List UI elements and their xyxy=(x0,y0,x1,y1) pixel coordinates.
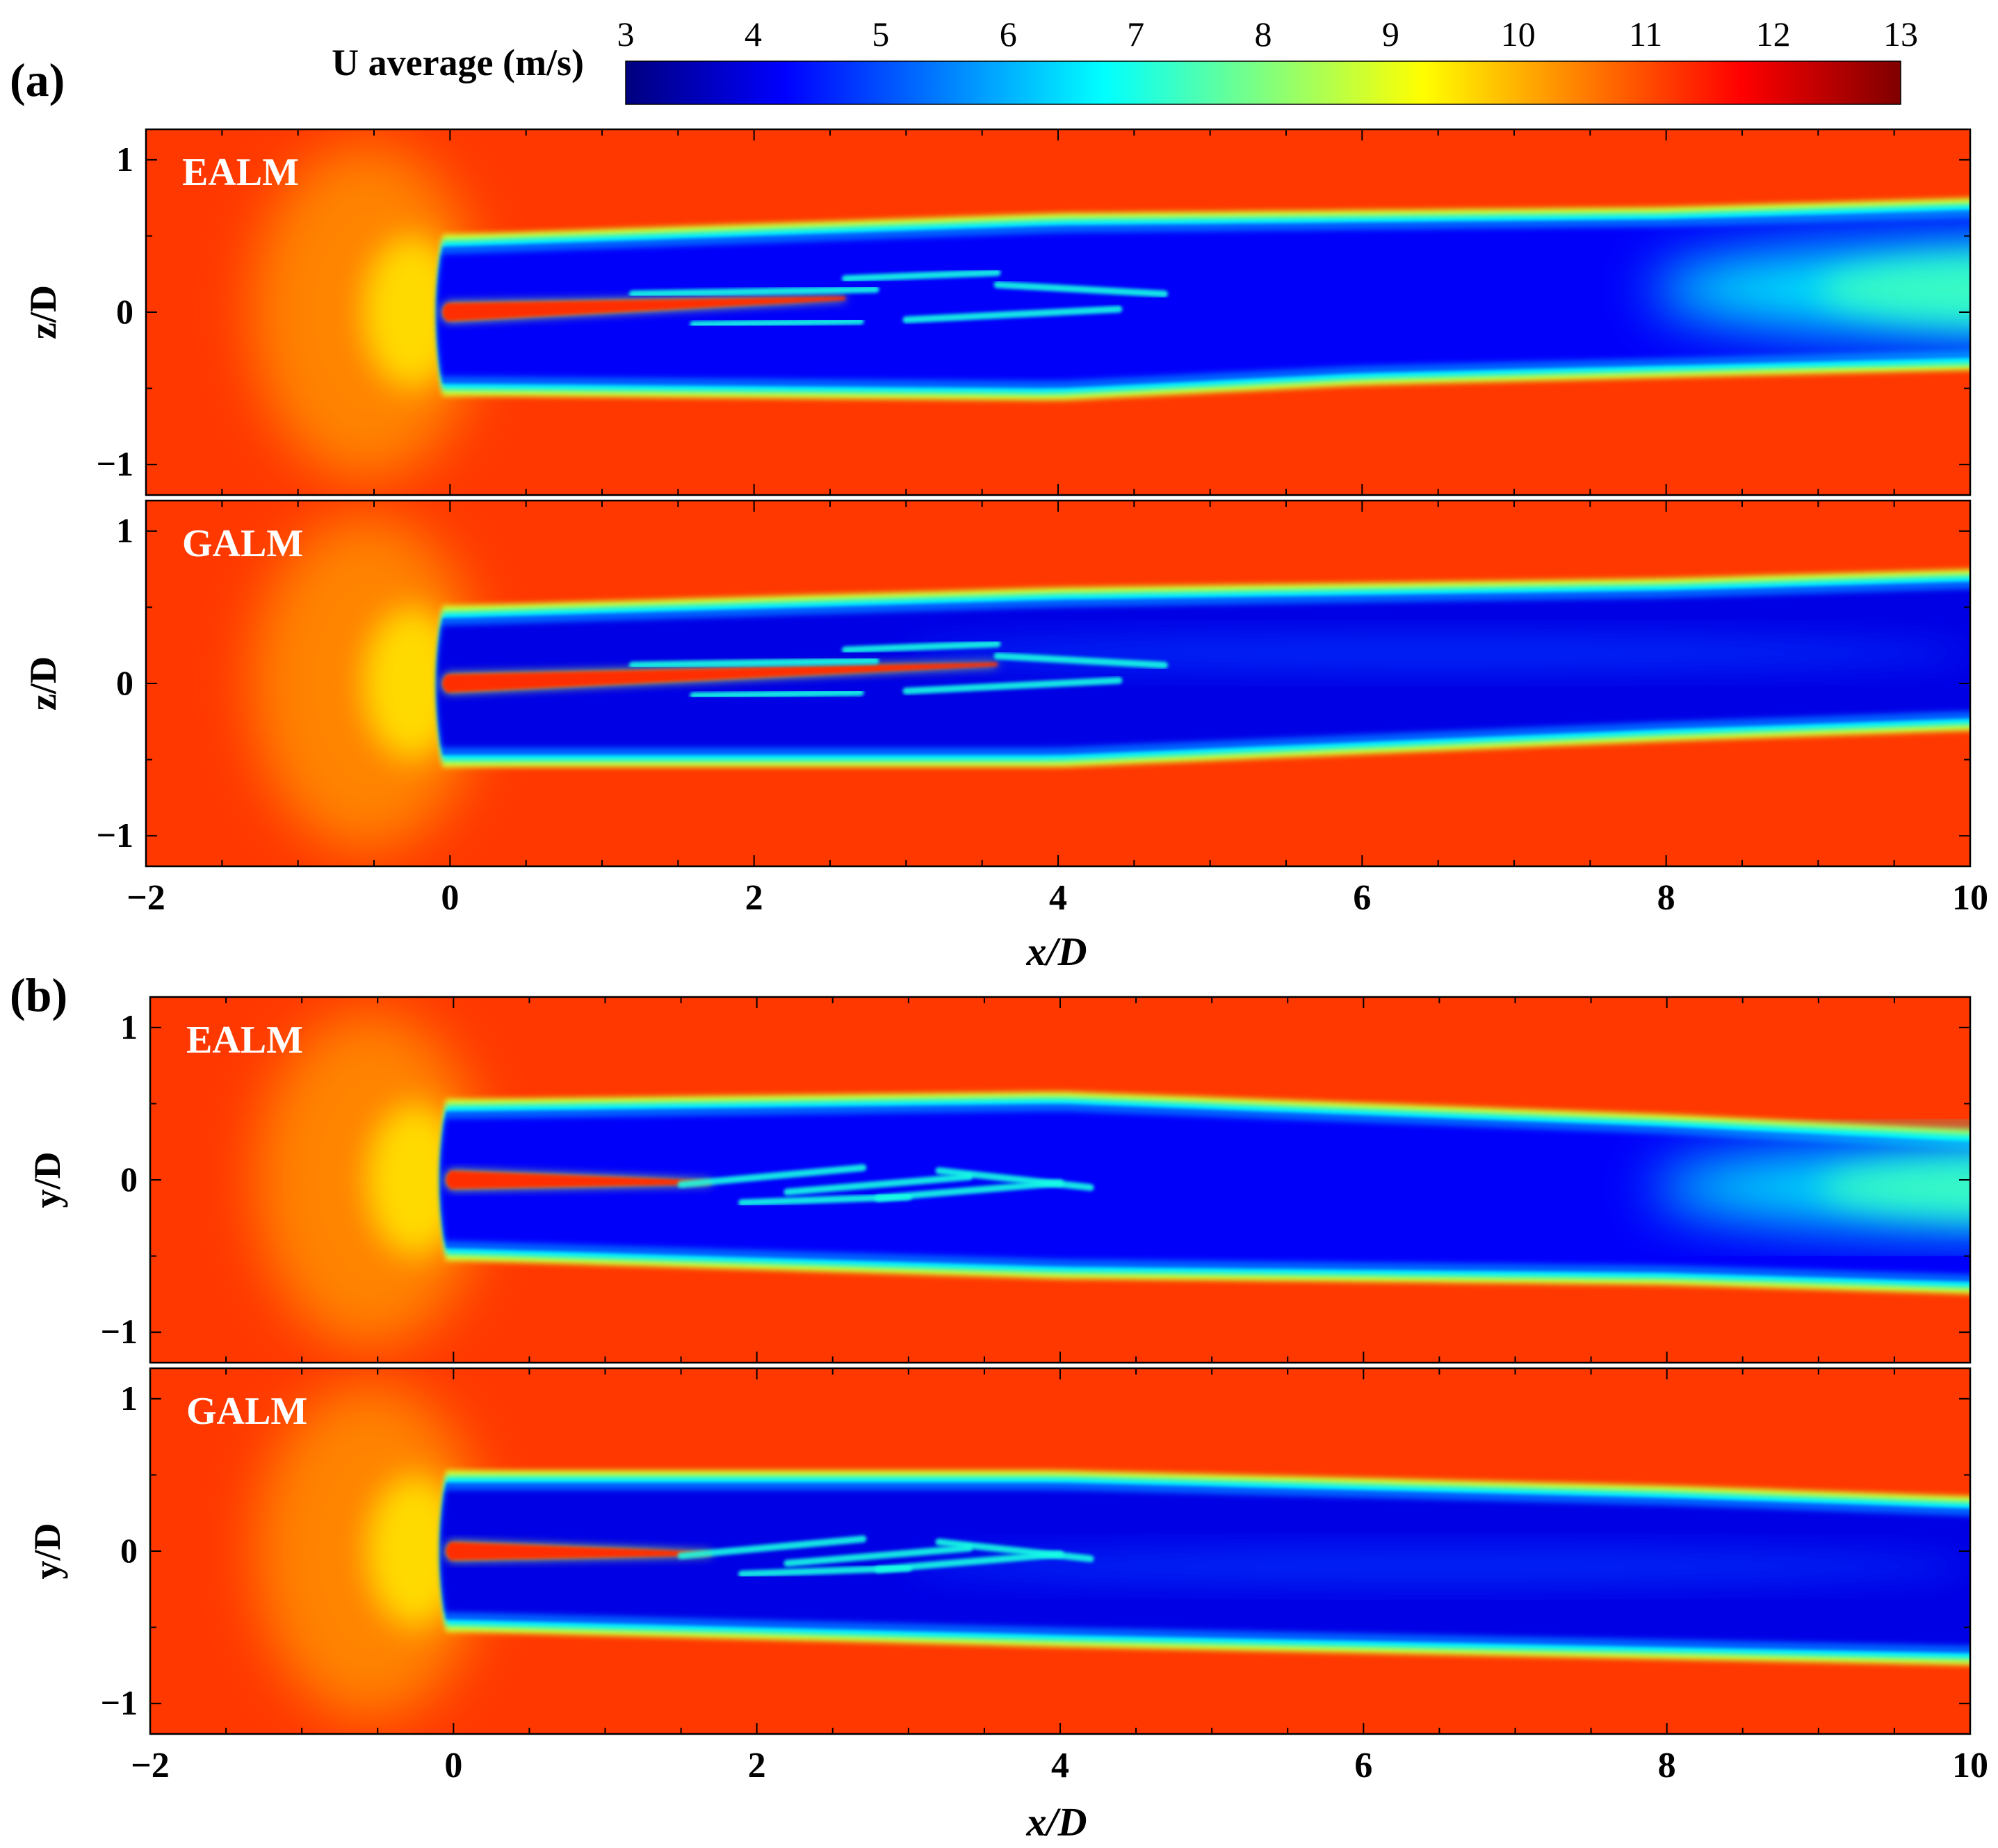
y-tick-label: 0 xyxy=(116,292,133,331)
heatmap-field xyxy=(146,129,1970,495)
wake-recovery-core xyxy=(1818,257,1970,322)
wake-recovery-core xyxy=(1818,1159,1970,1216)
panel-model-label: EALM xyxy=(182,151,299,194)
y-tick-label: −1 xyxy=(101,1312,138,1351)
vortex-filament xyxy=(902,305,1123,323)
vortex-filament xyxy=(690,318,864,328)
vortex-filament xyxy=(841,640,1001,654)
y-axis-label: z/D xyxy=(22,285,64,339)
x-tick-label: 4 xyxy=(1049,878,1067,918)
vortex-filament xyxy=(738,1564,912,1578)
hub-jet xyxy=(442,662,998,693)
x-tick-label: 4 xyxy=(1051,1746,1069,1785)
colorbar-tick-label: 7 xyxy=(1127,15,1144,54)
panel-model-label: GALM xyxy=(186,1390,307,1433)
vortex-filament xyxy=(738,1193,912,1206)
part-b-label: (b) xyxy=(10,968,67,1021)
x-tick-label: −2 xyxy=(127,878,165,918)
rotor-plane-zone xyxy=(362,607,462,760)
vortex-filament xyxy=(628,657,879,669)
wake-core xyxy=(437,218,1970,381)
x-tick-label: 10 xyxy=(1952,878,1988,918)
colorbar-tick-label: 3 xyxy=(617,15,635,54)
y-tick-label: −1 xyxy=(97,816,134,854)
colorbar-tick-label: 5 xyxy=(872,15,889,54)
heatmap-field xyxy=(146,501,1970,866)
vortex-filament xyxy=(783,1173,973,1196)
rotor-plane-zone xyxy=(366,1475,465,1628)
vortex-filament xyxy=(677,1535,867,1559)
y-axis-label: y/D xyxy=(26,1523,68,1580)
hub-jet xyxy=(446,1170,712,1190)
y-tick-label: 1 xyxy=(116,511,133,550)
vortex-filament xyxy=(690,689,864,699)
y-tick-label: 0 xyxy=(120,1160,138,1199)
colorbar-tick-label: 12 xyxy=(1756,15,1791,54)
x-tick-label: 6 xyxy=(1354,1746,1372,1785)
wake-mixing-zone xyxy=(908,1548,1970,1585)
hub-jet xyxy=(446,1541,712,1561)
y-tick-label: 1 xyxy=(120,1379,138,1418)
wake-mixing-zone xyxy=(906,634,1970,672)
y-tick-label: 0 xyxy=(120,1531,138,1570)
colorbar: U average (m/s) 3 4 5 6 7 8 9 10 11 12 13 xyxy=(332,15,1919,105)
hub-jet xyxy=(442,296,845,322)
y-axis-label: y/D xyxy=(26,1152,68,1208)
y-tick-label: 0 xyxy=(116,663,133,702)
x-tick-label: 0 xyxy=(444,1746,462,1785)
vortex-filament xyxy=(783,1544,973,1567)
vortex-filament xyxy=(677,1164,867,1188)
colorbar-tick-label: 13 xyxy=(1883,15,1918,54)
part-a-label: (a) xyxy=(10,54,65,106)
panel-model-label: GALM xyxy=(182,522,303,565)
y-axis-label: z/D xyxy=(22,656,64,711)
x-axis-label-a: x/D xyxy=(1026,929,1087,974)
vortex-filament xyxy=(628,286,879,298)
x-tick-label: 8 xyxy=(1657,878,1675,918)
heatmap-panel-ealm: 1 0 −1 y/D EALM xyxy=(26,996,1972,1364)
x-tick-label: 8 xyxy=(1658,1746,1676,1785)
y-tick-label: −1 xyxy=(101,1683,138,1722)
x-tick-label: 0 xyxy=(441,878,459,918)
heatmap-field xyxy=(150,997,1970,1363)
rotor-plane-zone xyxy=(366,1103,465,1256)
y-tick-label: 1 xyxy=(120,1007,138,1046)
colorbar-gradient xyxy=(625,60,1901,105)
vortex-filament xyxy=(902,676,1123,695)
panel-model-label: EALM xyxy=(186,1019,303,1062)
y-tick-label: −1 xyxy=(97,444,134,483)
vortex-filament xyxy=(935,1167,1094,1191)
x-tick-label: 6 xyxy=(1353,878,1371,918)
colorbar-tick-label: 6 xyxy=(1000,15,1017,54)
colorbar-tick-label: 8 xyxy=(1255,15,1272,54)
colorbar-tick-label: 4 xyxy=(745,15,762,54)
wake-core xyxy=(440,1111,1970,1274)
vortex-filament xyxy=(993,281,1169,298)
heatmap-field xyxy=(150,1368,1970,1734)
heatmap-panel-ealm: 1 0 −1 z/D EALM xyxy=(22,128,1972,496)
x-axis-label-b: x/D xyxy=(1026,1799,1087,1845)
vortex-filament xyxy=(993,652,1169,669)
x-tick-label: −2 xyxy=(131,1746,170,1785)
vortex-filament xyxy=(841,269,1001,282)
x-tick-label: 2 xyxy=(748,1746,766,1785)
y-tick-label: 1 xyxy=(116,140,133,179)
colorbar-tick-label: 11 xyxy=(1629,15,1662,54)
x-tick-label: 10 xyxy=(1952,1746,1988,1785)
rotor-plane-zone xyxy=(362,236,462,389)
colorbar-ticks: 3 4 5 6 7 8 9 10 11 12 13 xyxy=(617,15,1919,54)
x-tick-label: 2 xyxy=(745,878,763,918)
colorbar-tick-label: 9 xyxy=(1382,15,1399,54)
colorbar-title: U average (m/s) xyxy=(332,42,584,83)
colorbar-tick-label: 10 xyxy=(1501,15,1536,54)
vortex-filament xyxy=(935,1538,1094,1562)
